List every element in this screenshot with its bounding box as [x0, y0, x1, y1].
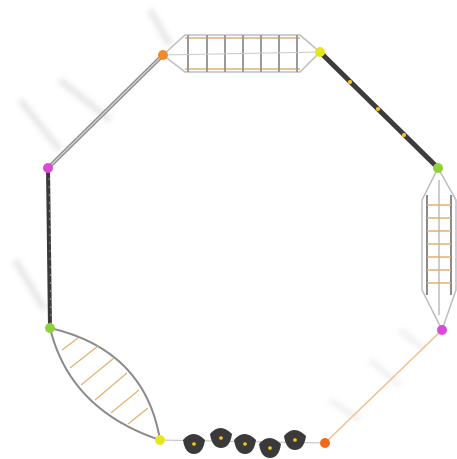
balance-beam [320, 52, 438, 168]
rung [70, 346, 98, 368]
grip [376, 107, 380, 111]
rung [81, 358, 114, 385]
grip [243, 442, 247, 446]
rung [111, 390, 139, 413]
shadow [400, 330, 425, 350]
stepping-stones [160, 428, 325, 458]
post-cap [45, 323, 55, 333]
post-cap [437, 325, 447, 335]
shadow [15, 260, 45, 310]
shadow [370, 360, 400, 385]
rail [50, 328, 160, 440]
grip [348, 80, 352, 84]
beam-highlight [48, 55, 163, 168]
beam [48, 168, 50, 328]
shadow [20, 100, 60, 150]
post-cap [43, 163, 53, 173]
page: {} html, body { margin: 0; padding: 0; b… [0, 0, 457, 459]
post-cap [433, 163, 443, 173]
rung [128, 408, 148, 424]
lens-bridge [50, 328, 160, 440]
rung [95, 373, 127, 400]
rail [50, 328, 160, 440]
grip [293, 438, 297, 442]
grip [268, 446, 272, 450]
post-cap [158, 50, 168, 60]
post-cap [155, 435, 165, 445]
post-cap [315, 47, 325, 57]
ladder-net [422, 168, 456, 330]
shadow [150, 10, 170, 45]
grip [219, 436, 223, 440]
post-cap [320, 438, 330, 448]
ladder-bridge [163, 35, 320, 72]
rope [325, 330, 442, 443]
grip [192, 442, 196, 446]
grip [402, 133, 406, 137]
page-body [0, 0, 457, 459]
shadow [330, 400, 360, 420]
rung [62, 338, 78, 350]
rope-course-top-view [0, 0, 457, 459]
